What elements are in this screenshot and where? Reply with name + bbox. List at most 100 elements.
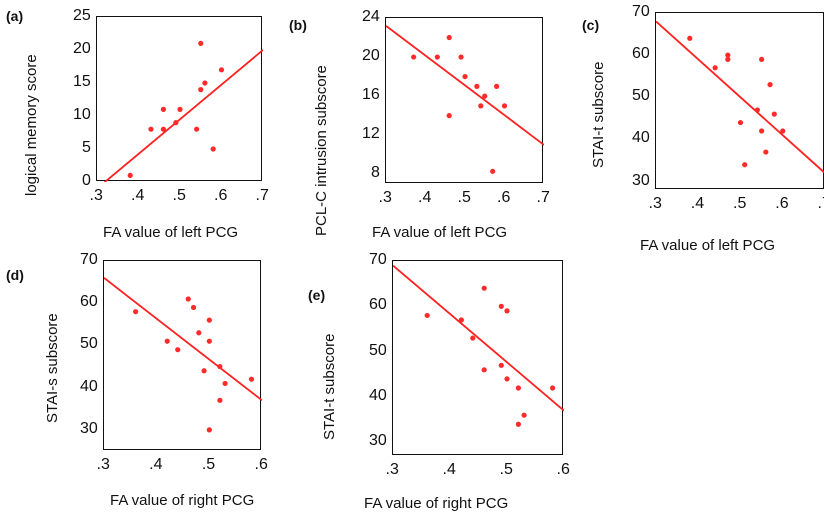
y-tick-label: 40 [80,377,98,395]
data-point [160,126,166,132]
x-axis-label: FA value of right PCG [364,495,509,512]
data-point [737,119,744,126]
data-point [133,309,139,315]
data-point [202,80,208,86]
data-point [763,149,769,155]
y-tick-label: 70 [632,3,650,20]
scatter-svg [386,25,544,174]
y-tick-label: 15 [73,73,91,90]
plot-area [103,260,262,450]
y-tick-label: 50 [632,87,650,105]
data-point [771,111,777,117]
x-tick-label: .6 [556,461,570,478]
data-point [127,172,133,178]
data-point [725,56,731,62]
panel-label: (d) [6,267,24,283]
y-tick-label: 60 [632,45,650,63]
data-point [474,83,480,89]
x-tick-label: .7 [536,189,550,206]
data-point [780,128,786,134]
x-tick-label: .4 [690,195,705,212]
data-point [504,308,510,314]
y-tick-label: 30 [632,171,650,189]
data-point [411,54,417,60]
y-tick-label: 60 [369,296,387,314]
x-tick-label: .4 [442,461,456,478]
x-tick-label: .3 [378,189,392,206]
panel-label: (c) [582,17,600,33]
y-tick-label: 24 [362,8,380,25]
data-point [190,304,197,311]
y-tick-label: 12 [362,125,380,143]
data-point [494,83,500,89]
fit-line [656,20,824,174]
data-point [177,106,183,112]
data-point [248,376,255,382]
x-tick-label: .6 [775,195,789,212]
data-point [164,338,170,344]
y-tick-label: 25 [73,7,91,24]
x-tick-label: .4 [149,456,163,473]
data-point [712,65,718,71]
fit-line [386,25,544,146]
y-tick-label: 50 [80,335,98,353]
data-point [446,113,452,119]
x-tick-label: .3 [648,195,662,212]
data-point [481,367,487,373]
x-tick-label: .4 [131,187,145,204]
y-tick-label: 10 [73,106,91,123]
plot-area [385,17,544,183]
x-tick-label: .5 [172,187,186,204]
y-axis-label: logical memory score [23,54,40,196]
y-tick-label: 70 [80,251,98,268]
data-point [446,34,452,41]
data-point [550,385,556,391]
data-point [504,376,510,382]
data-point [424,312,430,319]
x-tick-label: .6 [497,189,511,206]
scatter-svg [656,20,824,174]
data-point [148,126,154,132]
data-point [434,54,440,60]
x-axis-label: FA value of left PCG [103,224,239,241]
data-point [481,285,487,291]
x-axis-label: FA value of left PCG [640,237,776,254]
data-point [173,120,179,126]
data-point [194,126,200,132]
y-axis-label: PCL-C intrusion subscore [313,65,330,236]
scatter-svg [104,277,262,433]
data-point [521,412,527,418]
y-tick-label: 40 [632,129,650,147]
x-tick-label: .3 [385,461,399,478]
data-point [759,56,765,62]
y-tick-label: 40 [369,387,387,405]
y-tick-label: 20 [73,40,91,57]
data-point [175,347,181,353]
y-tick-label: 30 [80,419,98,437]
y-tick-label: 8 [371,164,380,182]
x-axis-label: FA value of left PCG [372,224,508,241]
x-tick-label: .4 [418,189,432,206]
data-point [198,87,204,93]
y-tick-label: 16 [362,86,380,104]
data-point [217,397,223,403]
y-axis-label: STAI-t subscore [321,333,338,440]
data-point [478,103,484,109]
x-tick-label: .6 [254,456,268,473]
x-tick-label: .5 [457,189,471,206]
plot-area [96,16,263,182]
data-point [196,330,202,336]
x-tick-label: .6 [214,187,228,204]
data-point [210,146,216,152]
y-tick-label: 50 [369,341,387,359]
y-tick-label: 30 [369,432,387,450]
x-axis-label: FA value of right PCG [110,492,255,509]
x-tick-label: .7 [255,187,269,204]
data-point [458,54,464,60]
y-tick-label: 20 [362,47,380,65]
x-tick-label: .5 [499,461,513,478]
data-point [490,168,496,174]
y-tick-label: 5 [82,139,91,156]
data-point [201,368,207,374]
y-tick-label: 0 [82,172,91,189]
